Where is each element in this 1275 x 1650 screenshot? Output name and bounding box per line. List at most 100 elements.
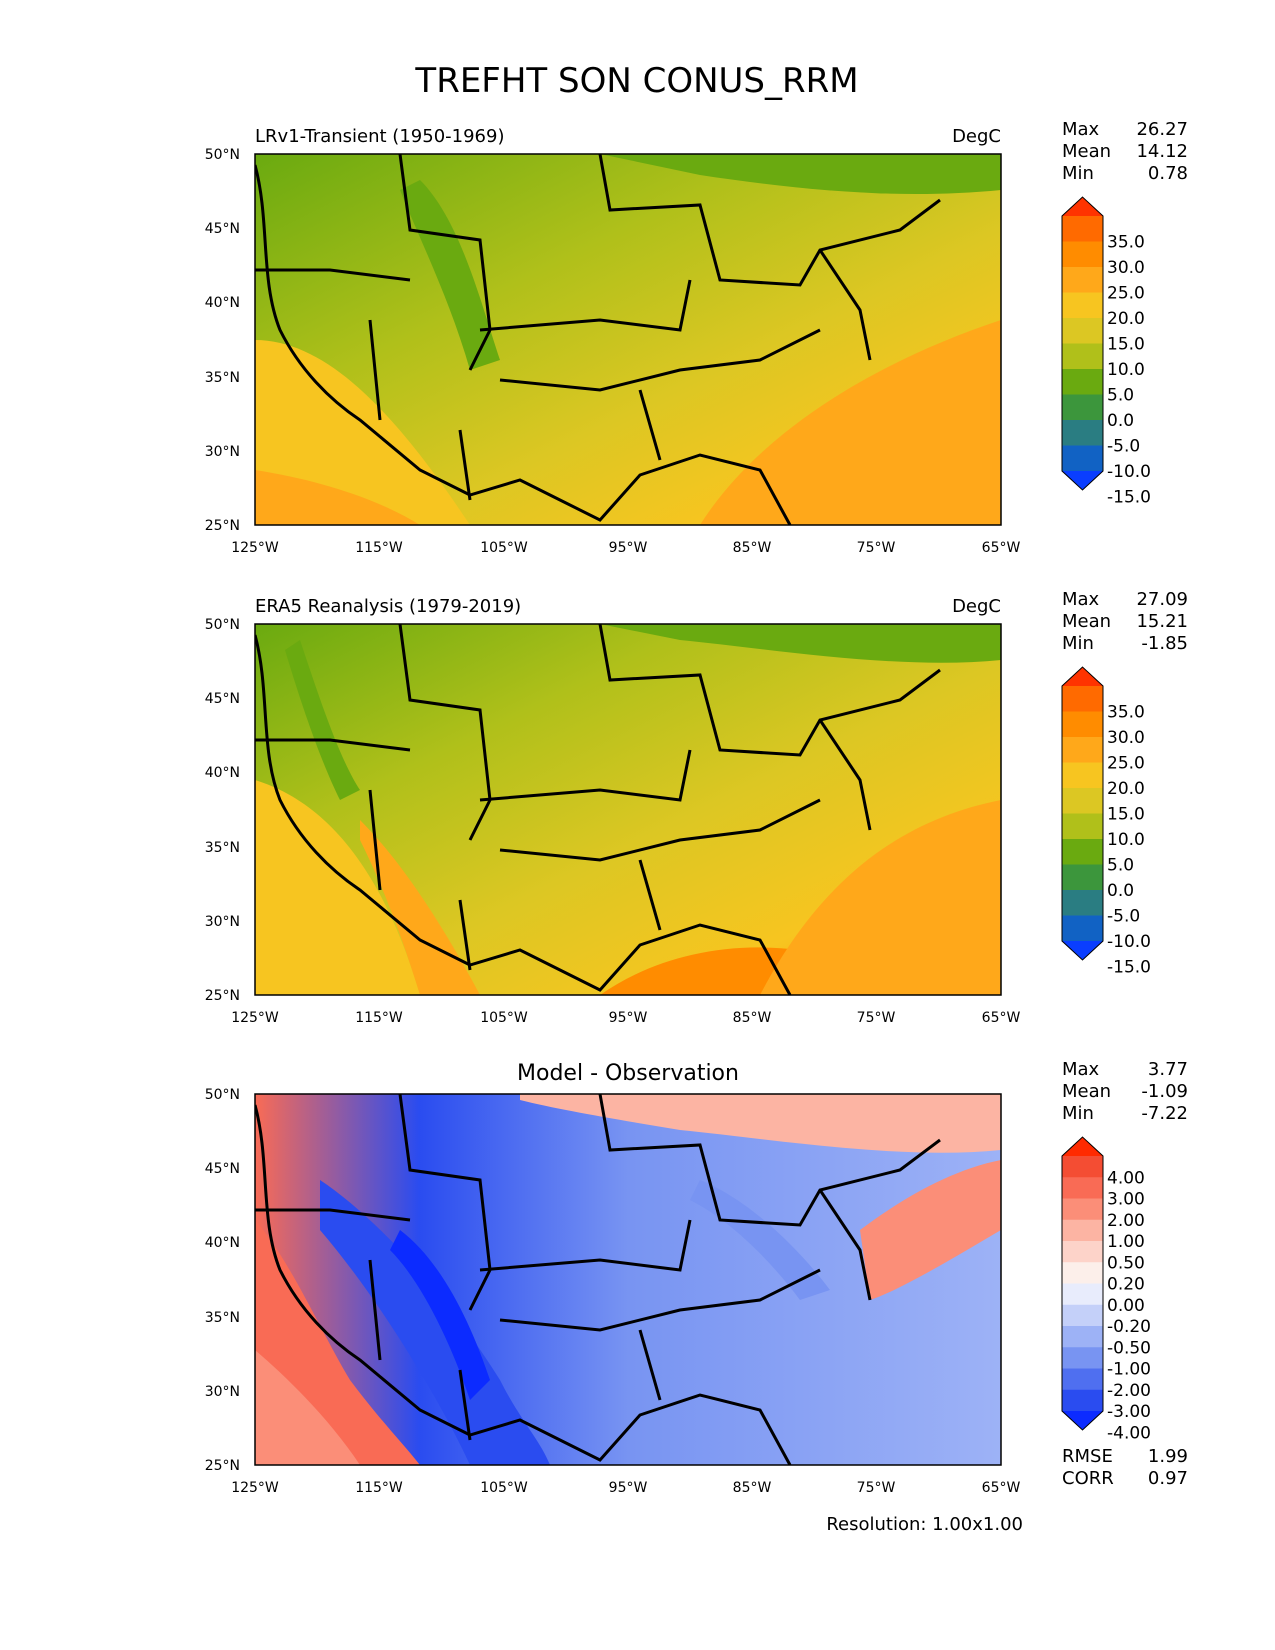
state-boundaries-observation bbox=[255, 624, 941, 995]
lon-axis-model: 125°W 115°W 105°W 95°W 85°W 75°W 65°W bbox=[231, 540, 1020, 556]
lon-tick-label: 65°W bbox=[982, 1480, 1021, 1496]
stat-label: Min bbox=[1062, 1103, 1094, 1124]
lon-tick-label: 105°W bbox=[480, 1010, 528, 1026]
panel-left-title: LRv1-Transient (1950-1969) bbox=[255, 126, 504, 147]
colorbar-segment bbox=[1062, 292, 1103, 319]
lon-tick-label: 95°W bbox=[609, 1010, 648, 1026]
lat-axis-model: 50°N 45°N 40°N 35°N 30°N 25°N bbox=[205, 147, 240, 534]
lon-tick-label: 75°W bbox=[857, 1480, 896, 1496]
map-field-observation bbox=[255, 624, 1001, 995]
colorbar-tick-label: 30.0 bbox=[1107, 258, 1145, 278]
error-stats: RMSE 1.99 CORR 0.97 bbox=[1062, 1446, 1188, 1489]
colorbar-segment bbox=[1062, 1389, 1103, 1412]
colorbar-tick-label: 0.20 bbox=[1107, 1275, 1145, 1295]
lon-axis-observation: 125°W 115°W 105°W 95°W 85°W 75°W 65°W bbox=[231, 1010, 1020, 1026]
colorbar-tick-label: -1.00 bbox=[1107, 1360, 1151, 1380]
map-field-model bbox=[255, 154, 1001, 525]
stats-model: Max 26.27 Mean 14.12 Min 0.78 bbox=[1062, 119, 1188, 184]
stats-observation: Max 27.09 Mean 15.21 Min -1.85 bbox=[1062, 589, 1188, 654]
figure-title: TREFHT SON CONUS_RRM bbox=[414, 61, 858, 101]
lat-tick-label: 35°N bbox=[205, 370, 240, 386]
lon-tick-label: 125°W bbox=[231, 540, 279, 556]
lon-tick-label: 85°W bbox=[733, 1010, 772, 1026]
colorbar-tick-label: 4.00 bbox=[1107, 1168, 1145, 1188]
lon-tick-label: 95°W bbox=[609, 540, 648, 556]
colorbar-tick-label: 35.0 bbox=[1107, 233, 1145, 253]
lon-tick-label: 125°W bbox=[231, 1480, 279, 1496]
colorbar-tick-label: 0.00 bbox=[1107, 1296, 1145, 1316]
colorbar-segment bbox=[1062, 216, 1103, 242]
lon-tick-label: 95°W bbox=[609, 1480, 648, 1496]
colorbar-segment bbox=[1062, 788, 1103, 814]
colorbar-tick-label: -5.0 bbox=[1107, 907, 1140, 927]
colorbar-tick-label: -15.0 bbox=[1107, 488, 1151, 508]
lon-tick-label: 85°W bbox=[733, 1480, 772, 1496]
colorbar-difference: 4.003.002.001.000.500.200.00-0.20-0.50-1… bbox=[1061, 1136, 1151, 1443]
lat-tick-label: 50°N bbox=[205, 147, 240, 163]
colorbar-tick-label: 5.0 bbox=[1107, 386, 1134, 406]
colorbar-segment bbox=[1062, 420, 1103, 446]
state-boundaries-model bbox=[255, 154, 941, 525]
panel-model: LRv1-Transient (1950-1969) DegC 50°N 45°… bbox=[205, 119, 1188, 556]
colorbar-extend-top bbox=[1062, 1137, 1103, 1156]
lat-tick-label: 40°N bbox=[205, 1235, 240, 1251]
colorbar-tick-label: -15.0 bbox=[1107, 958, 1151, 978]
lon-tick-label: 105°W bbox=[480, 1480, 528, 1496]
colorbar-extend-bottom bbox=[1062, 471, 1103, 490]
lat-tick-label: 30°N bbox=[205, 444, 240, 460]
lat-tick-label: 40°N bbox=[205, 765, 240, 781]
lon-tick-label: 115°W bbox=[355, 1010, 403, 1026]
panel-observation: ERA5 Reanalysis (1979-2019) DegC 50°N 45… bbox=[205, 589, 1188, 1026]
lat-axis-observation: 50°N 45°N 40°N 35°N 30°N 25°N bbox=[205, 617, 240, 1004]
stat-value: 0.78 bbox=[1148, 163, 1188, 184]
colorbar-tick-label: 1.00 bbox=[1107, 1232, 1145, 1252]
colorbar-segment bbox=[1062, 915, 1103, 942]
colorbar-extend-top bbox=[1062, 197, 1103, 216]
colorbar-segment bbox=[1062, 1304, 1103, 1327]
colorbar-tick-label: -3.00 bbox=[1107, 1402, 1151, 1422]
colorbar-segment bbox=[1062, 737, 1103, 763]
colorbar-segment bbox=[1062, 445, 1103, 472]
colorbar-tick-label: 15.0 bbox=[1107, 335, 1145, 355]
map-field-difference bbox=[255, 1094, 1001, 1465]
lat-tick-label: 50°N bbox=[205, 617, 240, 633]
lat-tick-label: 45°N bbox=[205, 221, 240, 237]
panel-left-title: ERA5 Reanalysis (1979-2019) bbox=[255, 596, 521, 617]
colorbar-tick-label: 0.0 bbox=[1107, 881, 1134, 901]
colorbar-segment bbox=[1062, 1368, 1103, 1391]
colorbar-outline bbox=[1061, 196, 1104, 491]
colorbar-segment bbox=[1062, 1219, 1103, 1242]
stat-value: 26.27 bbox=[1136, 119, 1188, 140]
stat-value: -1.85 bbox=[1141, 633, 1188, 654]
colorbar-tick-label: 25.0 bbox=[1107, 284, 1145, 304]
colorbar-segment bbox=[1062, 1283, 1103, 1306]
lon-axis-difference: 125°W 115°W 105°W 95°W 85°W 75°W 65°W bbox=[231, 1480, 1020, 1496]
lat-tick-label: 30°N bbox=[205, 1384, 240, 1400]
colorbar-segment bbox=[1062, 839, 1103, 865]
colorbar-tick-label: -4.00 bbox=[1107, 1423, 1151, 1443]
state-boundaries-difference bbox=[255, 1094, 941, 1465]
colorbar-segment bbox=[1062, 1326, 1103, 1348]
colorbar-segment bbox=[1062, 1156, 1103, 1178]
panel-difference: Model - Observation 50°N 45°N 40°N 35°N … bbox=[205, 1059, 1188, 1496]
lon-tick-label: 115°W bbox=[355, 540, 403, 556]
colorbar-segment bbox=[1062, 1198, 1103, 1221]
stat-label: Max bbox=[1062, 589, 1100, 610]
colorbar-tick-label: -5.0 bbox=[1107, 437, 1140, 457]
rmse-label: RMSE bbox=[1062, 1446, 1113, 1467]
colorbar-tick-label: 30.0 bbox=[1107, 728, 1145, 748]
stats-difference: Max 3.77 Mean -1.09 Min -7.22 bbox=[1062, 1059, 1188, 1124]
colorbar-tick-label: 10.0 bbox=[1107, 360, 1145, 380]
colorbar-model: 35.0 30.0 25.0 20.0 15.0 10.0 5.0 0.0 -5.0 -10.0 -… bbox=[1061, 196, 1151, 508]
stat-label: Mean bbox=[1062, 611, 1111, 632]
colorbar-segment bbox=[1062, 711, 1103, 738]
resolution-note: Resolution: 1.00x1.00 bbox=[826, 1514, 1023, 1535]
corr-label: CORR bbox=[1062, 1468, 1114, 1489]
stat-value: 14.12 bbox=[1136, 141, 1188, 162]
colorbar-extend-bottom bbox=[1062, 1411, 1103, 1430]
colorbar-tick-label: 15.0 bbox=[1107, 805, 1145, 825]
lat-tick-label: 30°N bbox=[205, 914, 240, 930]
lat-tick-label: 40°N bbox=[205, 295, 240, 311]
lon-tick-label: 115°W bbox=[355, 1480, 403, 1496]
colorbar-outline bbox=[1061, 1136, 1104, 1431]
